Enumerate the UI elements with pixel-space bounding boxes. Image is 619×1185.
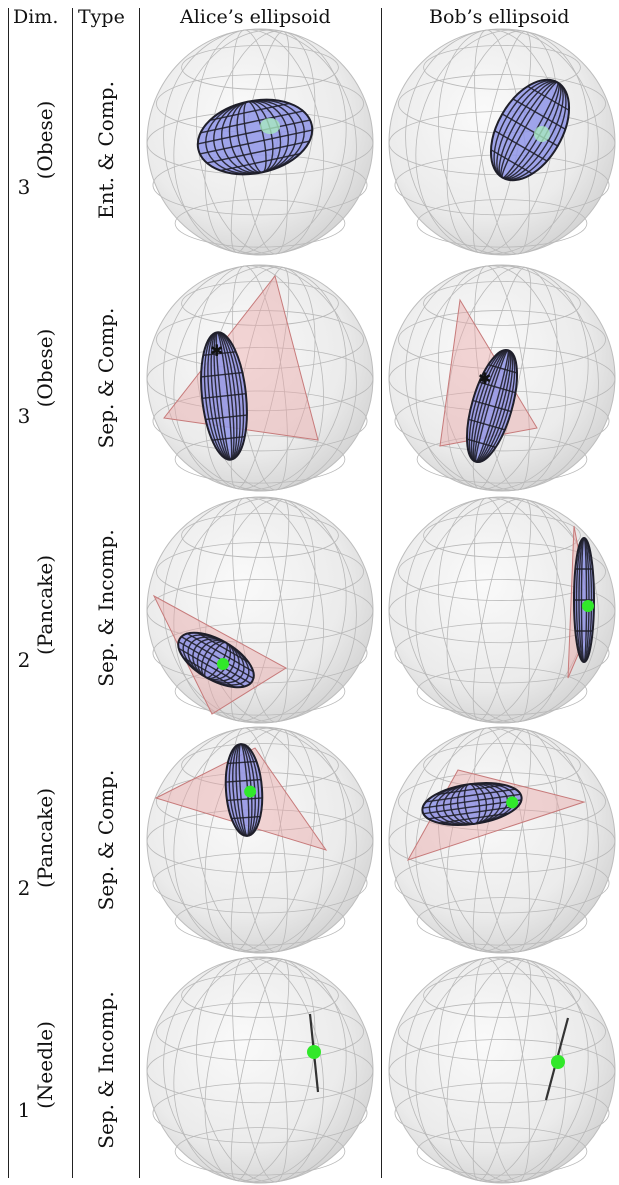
sphere-grid	[146, 496, 374, 724]
star-mark: ✱	[478, 369, 491, 388]
column-rule-left	[8, 8, 9, 1178]
bob-sphere-row4	[388, 726, 616, 954]
alice-sphere-row3	[146, 496, 374, 724]
bloch-sphere	[146, 496, 374, 724]
green-dot	[244, 785, 257, 798]
bob-ellipsoid	[465, 348, 519, 464]
header-alice-ellipsoid: Alice’s ellipsoid	[180, 6, 331, 28]
shape-label: (Pancake)	[33, 554, 57, 656]
dim-value: 2	[17, 648, 31, 672]
green-dot	[551, 1055, 565, 1069]
type-label: Sep. & Incomp.	[94, 991, 118, 1149]
bloch-sphere	[388, 956, 616, 1184]
type-label: Ent. & Comp.	[94, 81, 118, 219]
alice-ellipsoid	[224, 743, 264, 837]
type-label: Sep. & Comp.	[94, 769, 118, 911]
alice-ellipsoid	[196, 98, 314, 176]
bob-sphere-row5	[388, 956, 616, 1184]
shape-label: (Obese)	[33, 328, 57, 408]
header-bob-ellipsoid: Bob’s ellipsoid	[429, 6, 570, 28]
alice-ellipsoid	[177, 631, 255, 689]
green-dot	[506, 796, 519, 809]
column-rule-dim-type	[72, 8, 73, 1178]
sphere-grid	[146, 264, 374, 492]
bob-ellipsoid	[421, 782, 523, 826]
bob-ellipsoid	[489, 78, 571, 182]
sphere-grid	[388, 726, 616, 954]
star-mark: ✱	[210, 341, 223, 360]
header-type: Type	[78, 6, 125, 28]
shape-label: (Needle)	[33, 1021, 57, 1109]
header-dim: Dim.	[13, 6, 59, 28]
type-label: Sep. & Comp.	[94, 307, 118, 449]
bob-sphere-row2: ✱	[388, 264, 616, 492]
alice-sphere-row4	[146, 726, 374, 954]
green-dot	[216, 658, 229, 670]
alice-sphere-row2: ✱	[146, 264, 374, 492]
bob-sphere-row1	[388, 28, 616, 256]
bob-ellipsoid	[573, 537, 595, 663]
column-rule-type-alice	[139, 8, 140, 1178]
shape-label: (Obese)	[33, 100, 57, 180]
bloch-sphere	[146, 956, 374, 1184]
highlight	[260, 118, 280, 134]
sphere-grid	[388, 496, 616, 724]
sphere-grid	[146, 726, 374, 954]
green-dot	[307, 1045, 321, 1059]
sphere-grid	[146, 956, 374, 1184]
type-label: Sep. & Incomp.	[94, 529, 118, 687]
alice-sphere-row5	[146, 956, 374, 1184]
bob-sphere-row3	[388, 496, 616, 724]
dim-value: 1	[17, 1098, 31, 1122]
dim-value: 3	[17, 175, 31, 199]
shape-label: (Pancake)	[33, 787, 57, 889]
highlight	[534, 126, 550, 142]
alice-sphere-row1	[146, 28, 374, 256]
green-dot	[582, 600, 594, 612]
alice-ellipsoid	[200, 331, 248, 461]
column-rule-alice-bob	[381, 8, 382, 1178]
dim-value: 3	[17, 404, 31, 428]
sphere-grid	[388, 264, 616, 492]
dim-value: 2	[17, 876, 31, 900]
